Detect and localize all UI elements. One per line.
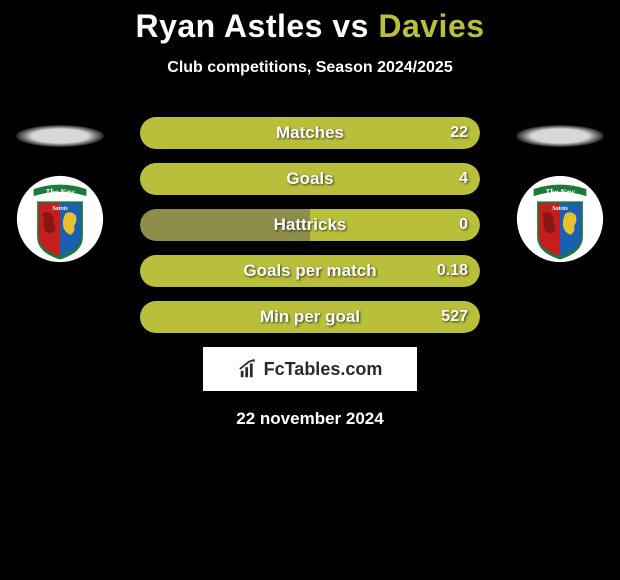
stat-label: Goals [286,169,333,189]
stat-row: Hattricks 0 [140,209,480,241]
stat-value-right: 0.18 [437,262,468,280]
stat-row: Goals 4 [140,163,480,195]
branding-box: FcTables.com [203,347,417,391]
stat-value-right: 0 [459,216,468,234]
stat-row: Goals per match 0.18 [140,255,480,287]
stats-bars: Matches 22 Goals 4 Hattricks 0 Goals per match… [140,117,480,333]
stat-row: Matches 22 [140,117,480,149]
player1-shadow [16,125,104,147]
stat-value-right: 22 [450,124,468,142]
svg-text:The New: The New [545,187,575,196]
player1-name: Ryan Astles [135,8,323,44]
stat-row: Min per goal 527 [140,301,480,333]
stat-label: Hattricks [274,215,347,235]
stat-value-right: 527 [441,308,468,326]
svg-text:Saints: Saints [52,206,68,212]
stat-label: Matches [276,123,344,143]
svg-text:Saints: Saints [552,206,568,212]
chart-icon [238,358,260,380]
player2-club-badge: The New Saints [516,175,604,263]
stat-label: Min per goal [260,307,360,327]
vs-text: vs [332,8,369,44]
subtitle: Club competitions, Season 2024/2025 [0,59,620,77]
page-title: Ryan Astles vs Davies [0,8,620,45]
player2-shadow [516,125,604,147]
svg-text:The New: The New [45,187,75,196]
branding-text: FcTables.com [264,359,383,380]
date-text: 22 november 2024 [0,409,620,429]
stat-value-right: 4 [459,170,468,188]
player1-club-badge: The New Saints [16,175,104,263]
stat-label: Goals per match [243,261,376,281]
player2-name: Davies [378,8,484,44]
